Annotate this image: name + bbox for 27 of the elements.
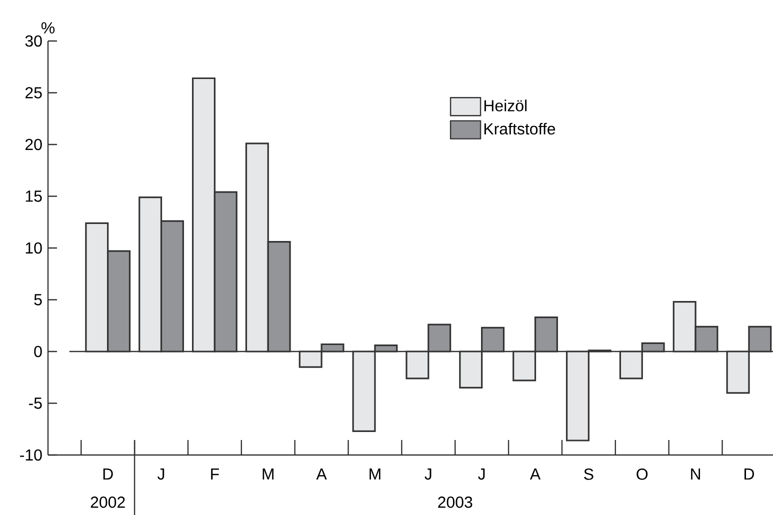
x-tick-label: N: [691, 468, 700, 480]
x-tick-label: J: [478, 468, 485, 480]
y-axis-title: %: [41, 22, 55, 34]
y-tick-label: 30: [25, 35, 42, 47]
x-tick-label: M: [262, 468, 274, 480]
y-tick-label: 20: [25, 138, 42, 150]
y-tick-label: 15: [26, 190, 42, 202]
y-tick-label: -10: [20, 449, 42, 461]
y-tick-label: 10: [26, 242, 42, 254]
x-tick-label: O: [636, 468, 648, 480]
y-tick-label: -5: [28, 398, 42, 409]
legend-label: Heizöl: [484, 100, 527, 112]
x-tick-label: J: [424, 468, 432, 480]
x-tick-label: J: [158, 468, 164, 480]
text: 2002: [90, 496, 125, 508]
x-tick-label: A: [316, 468, 327, 480]
x-tick-label: M: [370, 468, 380, 480]
x-tick-label: A: [530, 468, 541, 480]
y-tick-label: 5: [34, 294, 42, 306]
legend-label: Kraftstoffe: [484, 122, 556, 135]
y-tick-label: 25: [25, 87, 42, 98]
text: 2003: [438, 496, 472, 508]
x-tick-label: S: [584, 468, 594, 480]
y-tick-label: 0: [34, 346, 42, 358]
x-tick-label: D: [103, 468, 113, 480]
x-tick-label: D: [744, 468, 754, 480]
x-tick-label: F: [211, 468, 219, 480]
